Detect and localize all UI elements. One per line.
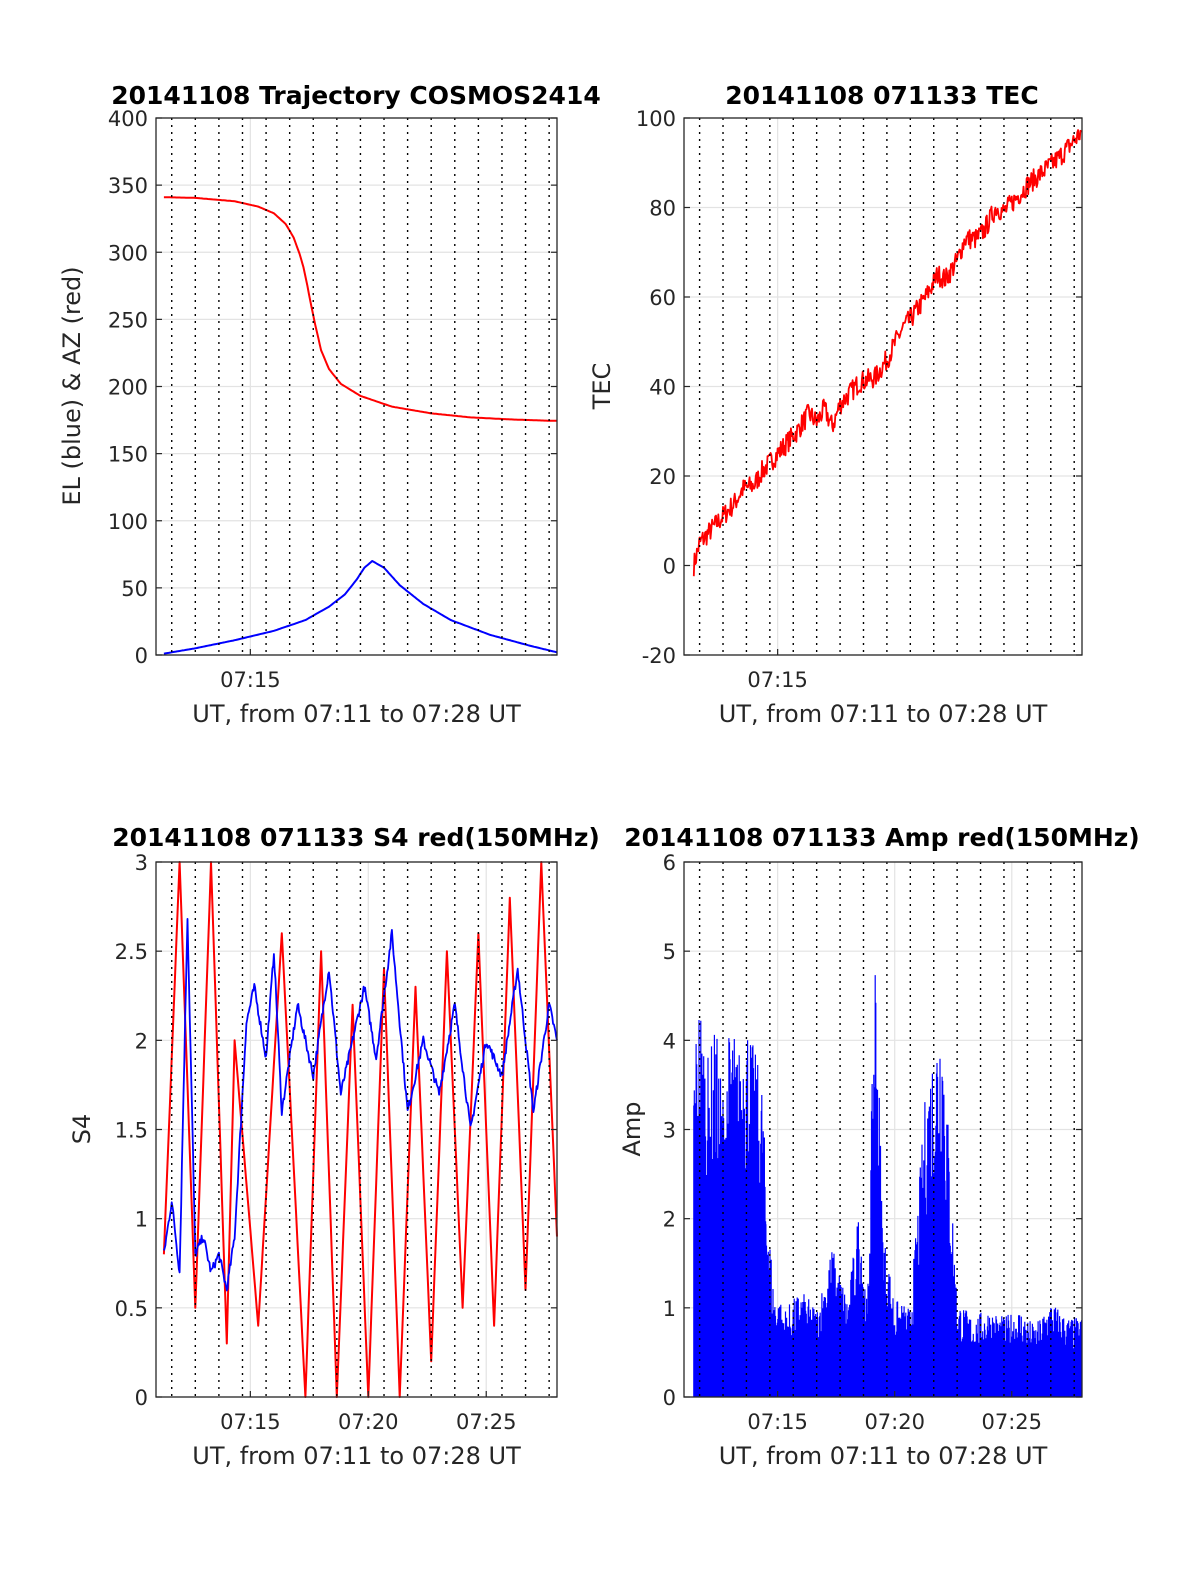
y-tick-label: 50 [121, 577, 148, 601]
x-tick-label: 07:15 [220, 668, 281, 692]
y-tick-label: 3 [663, 1119, 676, 1143]
y-tick-label: 1 [135, 1208, 148, 1232]
chart-panel-3: 0 0.5 1 1.5 2 2.5 3 07:15 07:20 07:25 20141108 071… [68, 823, 600, 1470]
chart-panel-1: 0 50 100 150 200 250 300 350 400 07:15 20141108 Tr… [58, 81, 601, 728]
x-axis-label: UT, from 07:11 to 07:28 UT [719, 700, 1048, 728]
y-axis-label: EL (blue) & AZ (red) [58, 266, 86, 505]
series-line [692, 129, 1083, 577]
y-tick-label: 2 [663, 1208, 676, 1232]
y-tick-label: 20 [649, 465, 676, 489]
y-tick-label: 300 [108, 241, 148, 265]
chart-title: 20141108 071133 TEC [725, 81, 1038, 110]
y-tick-label: 2.5 [115, 940, 148, 964]
x-tick-label: 07:15 [747, 1410, 808, 1434]
y-axis-label: S4 [68, 1114, 96, 1145]
series-line [163, 196, 557, 422]
y-tick-label: 4 [663, 1029, 676, 1053]
y-tick-label: 6 [663, 851, 676, 875]
y-tick-label: 0 [135, 1386, 148, 1410]
y-tick-label: 3 [135, 851, 148, 875]
chart-title: 20141108 071133 S4 red(150MHz) [112, 823, 600, 852]
chart-title: 20141108 071133 Amp red(150MHz) [624, 823, 1140, 852]
y-tick-label: 0.5 [115, 1297, 148, 1321]
y-tick-label: 40 [649, 376, 676, 400]
y-tick-label: 2 [135, 1029, 148, 1053]
y-tick-label: 0 [663, 555, 676, 579]
series-line [162, 861, 558, 1398]
chart-panel-4: 0 1 2 3 4 5 6 07:15 07:20 07:25 20141108 071133 Am… [618, 823, 1140, 1470]
y-tick-label: 60 [649, 286, 676, 310]
y-tick-label: 200 [108, 376, 148, 400]
y-tick-label: 400 [108, 107, 148, 131]
series-line [693, 975, 1083, 1397]
x-tick-label: 07:15 [747, 668, 808, 692]
x-tick-label: 07:20 [864, 1410, 925, 1434]
y-axis-label: TEC [588, 363, 616, 411]
chart-title: 20141108 Trajectory COSMOS2414 [111, 81, 601, 110]
x-tick-label: 07:25 [981, 1410, 1042, 1434]
x-tick-label: 07:15 [220, 1410, 281, 1434]
y-axis-label: Amp [618, 1101, 646, 1156]
x-axis-label: UT, from 07:11 to 07:28 UT [719, 1442, 1048, 1470]
x-tick-label: 07:20 [338, 1410, 399, 1434]
series-line [163, 560, 558, 655]
y-tick-label: 150 [108, 443, 148, 467]
y-tick-label: 0 [135, 644, 148, 668]
y-tick-label: 1 [663, 1297, 676, 1321]
y-tick-label: 250 [108, 308, 148, 332]
x-axis-label: UT, from 07:11 to 07:28 UT [192, 1442, 521, 1470]
x-axis-label: UT, from 07:11 to 07:28 UT [192, 700, 521, 728]
x-tick-label: 07:25 [456, 1410, 517, 1434]
y-tick-label: 350 [108, 174, 148, 198]
y-tick-label: 100 [636, 107, 676, 131]
y-tick-label: 80 [649, 197, 676, 221]
y-tick-label: 100 [108, 510, 148, 534]
y-tick-label: 5 [663, 940, 676, 964]
y-tick-label: 1.5 [115, 1119, 148, 1143]
y-tick-label: -20 [642, 644, 676, 668]
chart-panel-2: -20 0 20 40 60 80 100 07:15 20141108 071133 TEC U… [588, 81, 1083, 728]
y-tick-label: 0 [663, 1386, 676, 1410]
